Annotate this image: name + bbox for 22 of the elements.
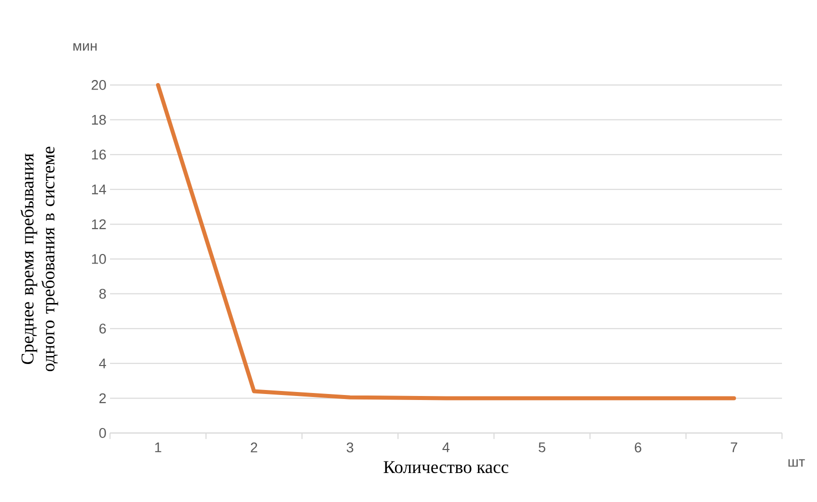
y-axis-title: Среднее время пребывания одного требования в системе	[20, 146, 58, 372]
x-tick-label: 6	[634, 442, 642, 452]
y-tick-label: 10	[92, 254, 106, 264]
x-tick-label: 1	[155, 442, 162, 452]
text: шт	[788, 459, 805, 467]
x-tick-label: 3	[346, 442, 354, 452]
x-tick-label: 2	[250, 442, 258, 452]
x-axis-title: Количество касс	[384, 461, 508, 474]
y-tick-label: 20	[92, 80, 106, 90]
y-tick-label: 8	[99, 288, 106, 299]
y-tick-label: 18	[92, 114, 106, 125]
y-tick-label: 0	[99, 428, 106, 438]
x-tick-label: 7	[730, 442, 738, 452]
y-tick-label: 14	[92, 184, 106, 194]
y-tick-label: 12	[92, 219, 106, 230]
y-tick-label: 2	[99, 393, 106, 404]
y-tick-label: 6	[99, 324, 106, 334]
y-tick-label: 4	[99, 358, 106, 368]
x-tick-label: 5	[538, 442, 546, 452]
text: мин	[73, 43, 97, 51]
y-tick-label: 16	[92, 150, 106, 160]
x-tick-label: 4	[442, 442, 450, 452]
